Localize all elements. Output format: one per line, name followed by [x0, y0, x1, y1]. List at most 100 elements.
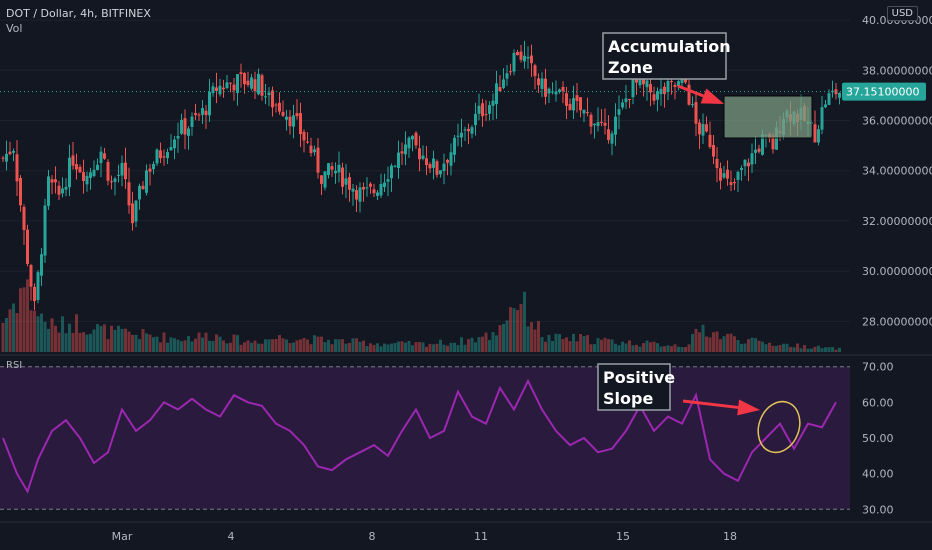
- volume-bar: [750, 337, 754, 352]
- candle-body: [155, 149, 159, 164]
- volume-bar: [299, 339, 302, 352]
- candle-body: [127, 182, 131, 206]
- candle-body: [124, 162, 127, 180]
- candle-body: [194, 113, 197, 116]
- volume-bar: [768, 342, 771, 352]
- volume-bar: [526, 326, 530, 352]
- volume-bar: [547, 335, 551, 352]
- rsi-tick-label: 70.00: [862, 361, 894, 374]
- volume-bar: [456, 345, 460, 352]
- candle-body: [390, 165, 393, 179]
- candle-body: [544, 78, 547, 97]
- positive-slope-note-text: Slope: [603, 389, 653, 408]
- candle-body: [407, 137, 411, 149]
- volume-bar: [439, 339, 442, 352]
- volume-bar: [351, 338, 355, 352]
- volume-bar: [498, 325, 502, 352]
- candle-body: [313, 149, 316, 153]
- candle-body: [40, 254, 43, 276]
- candle-body: [12, 150, 15, 153]
- volume-bar: [614, 343, 617, 352]
- volume-bar: [281, 338, 285, 352]
- volume-bar: [194, 338, 197, 352]
- volume-bar: [29, 310, 33, 352]
- candle-body: [271, 90, 274, 108]
- volume-bar: [36, 316, 40, 352]
- candle-body: [145, 170, 148, 193]
- candle-body: [236, 74, 239, 93]
- candle-body: [414, 132, 418, 146]
- volume-bar: [442, 344, 446, 352]
- candle-body: [173, 139, 176, 149]
- volume-bar: [638, 346, 642, 352]
- volume-bar: [127, 331, 131, 352]
- candle-body: [337, 164, 341, 173]
- volume-bar: [834, 349, 838, 352]
- rsi-tick-label: 40.00: [862, 468, 894, 481]
- volume-bar: [502, 323, 505, 352]
- volume-bar: [600, 339, 603, 352]
- candle-body: [229, 82, 232, 84]
- candle-body: [306, 141, 309, 143]
- volume-bar: [376, 343, 379, 352]
- volume-bar: [603, 337, 607, 352]
- candle-body: [687, 84, 691, 105]
- volume-bar: [782, 343, 785, 352]
- volume-bar: [561, 338, 565, 352]
- volume-bar: [26, 279, 29, 352]
- volume-bar: [533, 329, 537, 352]
- volume-bar: [722, 336, 726, 352]
- candle-body: [421, 155, 425, 159]
- volume-bar: [50, 318, 54, 352]
- x-tick-label: 11: [474, 530, 488, 543]
- volume-bar: [141, 329, 145, 352]
- volume-bar: [621, 341, 624, 352]
- candle-body: [519, 51, 523, 60]
- candle-body: [344, 178, 348, 185]
- arrow-head: [737, 399, 760, 416]
- volume-bar: [243, 342, 246, 352]
- candle-body: [572, 98, 575, 111]
- candle-body: [589, 114, 593, 127]
- volume-bar: [729, 333, 733, 352]
- candle-body: [694, 102, 698, 124]
- volume-bar: [470, 337, 474, 352]
- volume-bar: [446, 345, 449, 352]
- volume-bar: [292, 342, 295, 352]
- x-tick-label: Mar: [112, 530, 133, 543]
- rsi-tick-label: 50.00: [862, 432, 894, 445]
- candle-body: [110, 181, 113, 183]
- volume-bar: [278, 335, 281, 352]
- candle-body: [264, 96, 267, 98]
- candle-body: [341, 167, 344, 187]
- volume-bar: [540, 337, 544, 352]
- volume-bar: [537, 320, 540, 352]
- candle-body: [680, 77, 684, 83]
- slope-highlight-ellipse: [757, 400, 801, 454]
- candle-body: [701, 124, 705, 136]
- candle-body: [656, 91, 659, 100]
- volume-bar: [743, 343, 747, 352]
- volume-bar: [5, 317, 8, 352]
- candle-body: [460, 132, 463, 138]
- candle-body: [120, 162, 124, 176]
- volume-bar: [176, 339, 180, 352]
- volume-bar: [694, 328, 698, 352]
- price-tick-label: 30.00000000: [862, 265, 932, 278]
- volume-bar: [418, 341, 421, 352]
- candle-body: [488, 105, 491, 114]
- price-tick-label: 36.00000000: [862, 114, 932, 127]
- volume-bar: [99, 325, 103, 352]
- candle-body: [463, 129, 467, 131]
- volume-bar: [789, 347, 792, 352]
- candle-body: [439, 170, 442, 175]
- candle-body: [624, 98, 628, 103]
- candle-body: [113, 178, 117, 182]
- candle-body: [278, 102, 281, 112]
- candle-body: [484, 114, 488, 116]
- volume-bar: [295, 340, 299, 352]
- currency-button[interactable]: USD: [886, 6, 918, 21]
- volume-bar: [701, 324, 705, 352]
- candle-body: [593, 123, 596, 126]
- candle-body: [498, 87, 502, 92]
